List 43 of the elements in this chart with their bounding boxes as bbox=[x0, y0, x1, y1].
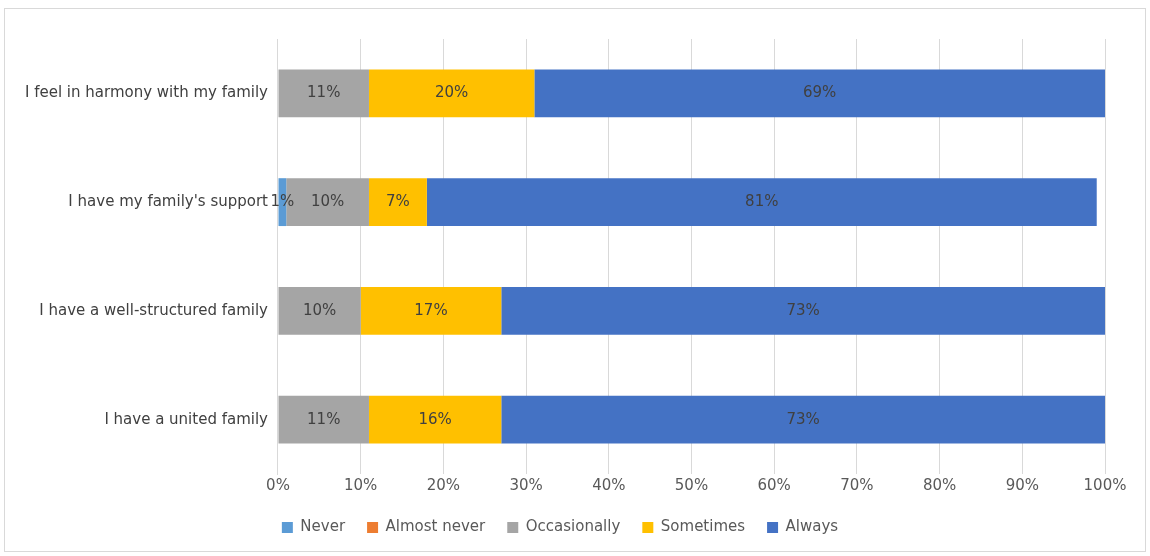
data-label: 16% bbox=[418, 409, 452, 428]
data-label: 73% bbox=[786, 409, 820, 428]
x-tick-label: 70% bbox=[840, 475, 874, 494]
x-tick-label: 40% bbox=[592, 475, 626, 494]
x-tick-label: 50% bbox=[674, 475, 709, 494]
bar bbox=[360, 286, 502, 335]
legend-label: Almost never bbox=[385, 517, 487, 536]
x-tick-label: 20% bbox=[426, 475, 461, 494]
bar bbox=[534, 69, 1105, 118]
x-tick-label: 30% bbox=[509, 475, 543, 494]
legend-label: Sometimes bbox=[660, 517, 746, 536]
bar bbox=[368, 69, 535, 118]
data-label: 81% bbox=[745, 192, 779, 211]
data-label: 17% bbox=[414, 300, 448, 319]
x-tick-label: 10% bbox=[344, 475, 378, 494]
bar bbox=[501, 286, 1105, 335]
bar bbox=[368, 395, 502, 444]
data-label: 73% bbox=[786, 300, 820, 319]
x-tick-label: 100% bbox=[1083, 475, 1127, 494]
bar bbox=[426, 178, 1097, 227]
legend-label: Occasionally bbox=[525, 517, 621, 536]
legend-label: Never bbox=[300, 517, 346, 536]
data-label: 11% bbox=[307, 409, 341, 428]
y-tick-label: I have a well-structured family bbox=[39, 300, 269, 319]
y-tick-label: I have my family's support bbox=[68, 192, 269, 211]
bar bbox=[368, 178, 427, 227]
bar bbox=[278, 395, 369, 444]
data-label: 10% bbox=[302, 300, 337, 319]
bar bbox=[278, 286, 361, 335]
data-label: 11% bbox=[307, 83, 341, 102]
x-tick-label: 60% bbox=[757, 475, 791, 494]
data-label: 7% bbox=[386, 192, 410, 211]
x-tick-label: 80% bbox=[922, 475, 957, 494]
y-tick-label: I have a united family bbox=[104, 409, 269, 428]
bar bbox=[278, 69, 369, 118]
legend-label: Always bbox=[785, 517, 839, 536]
data-label: 20% bbox=[434, 83, 469, 102]
x-tick-label: 90% bbox=[1005, 475, 1039, 494]
data-label: 10% bbox=[310, 192, 345, 211]
x-tick-label: 0% bbox=[266, 475, 290, 494]
y-tick-label: I feel in harmony with my family bbox=[25, 83, 269, 102]
data-label: 69% bbox=[803, 83, 837, 102]
bar bbox=[501, 395, 1105, 444]
